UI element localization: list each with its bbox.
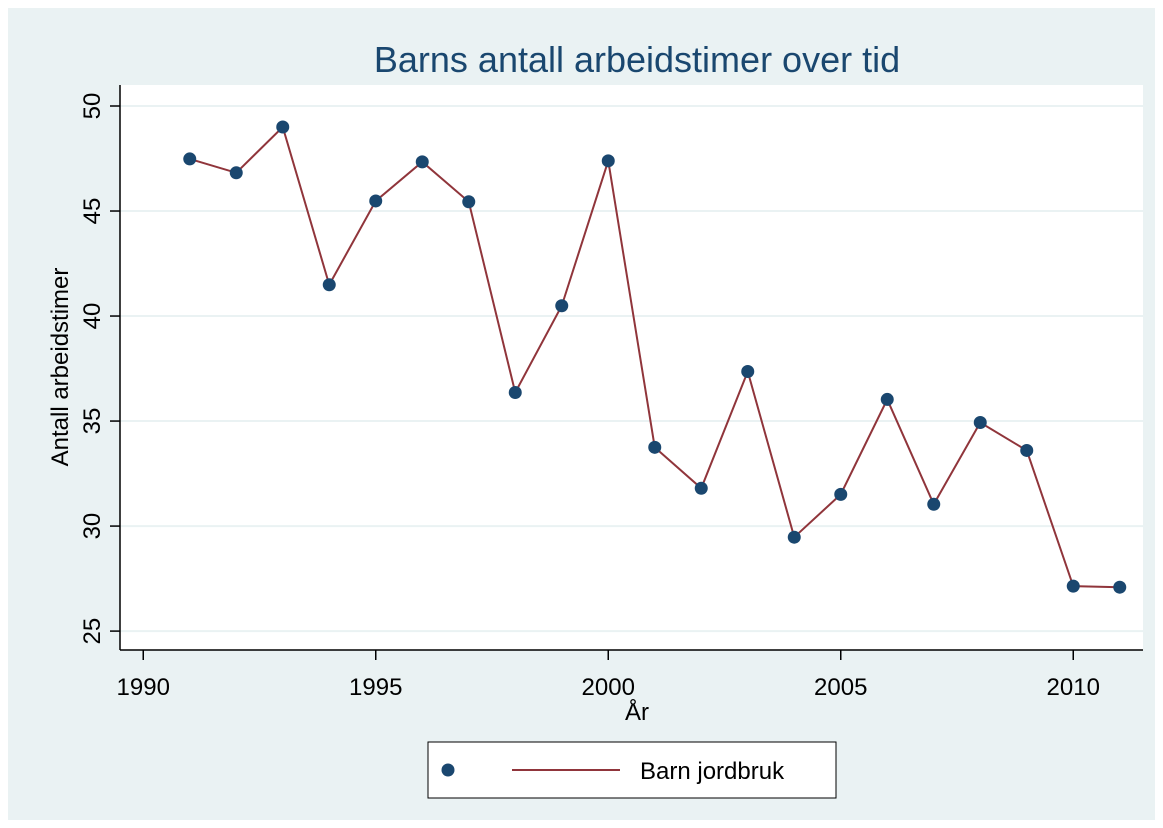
y-axis-title: Antall arbeidstimer — [47, 268, 74, 467]
x-tick-label: 2000 — [582, 674, 635, 701]
legend-label: Barn jordbruk — [640, 758, 785, 785]
data-point — [880, 392, 894, 406]
y-tick-label: 45 — [79, 198, 106, 225]
data-point — [601, 154, 615, 168]
y-tick-label: 35 — [79, 408, 106, 435]
data-point — [694, 481, 708, 495]
x-tick-label: 1990 — [117, 674, 170, 701]
data-point — [648, 440, 662, 454]
data-point — [508, 385, 522, 399]
data-point — [369, 194, 383, 208]
data-point — [1066, 579, 1080, 593]
y-tick-label: 40 — [79, 303, 106, 330]
data-point — [183, 152, 197, 166]
data-point — [462, 195, 476, 209]
x-axis-title: År — [625, 698, 649, 726]
data-point — [555, 299, 569, 313]
data-point — [834, 487, 848, 501]
data-point — [741, 364, 755, 378]
x-tick-label: 1995 — [349, 674, 402, 701]
y-tick-label: 50 — [79, 93, 106, 120]
data-point — [787, 530, 801, 544]
data-point — [1020, 443, 1034, 457]
plot-background — [120, 85, 1143, 650]
data-point — [229, 166, 243, 180]
y-tick-label: 30 — [79, 513, 106, 540]
x-tick-label: 2010 — [1047, 674, 1100, 701]
y-tick-label: 25 — [79, 618, 106, 645]
data-point — [322, 278, 336, 292]
legend-marker — [441, 763, 455, 777]
legend-box — [427, 741, 837, 799]
data-point — [1113, 580, 1127, 594]
data-point — [276, 120, 290, 134]
x-tick-label: 2005 — [814, 674, 867, 701]
data-point — [973, 416, 987, 430]
chart-title: Barns antall arbeidstimer over tid — [374, 39, 900, 80]
data-point — [415, 155, 429, 169]
data-point — [927, 497, 941, 511]
